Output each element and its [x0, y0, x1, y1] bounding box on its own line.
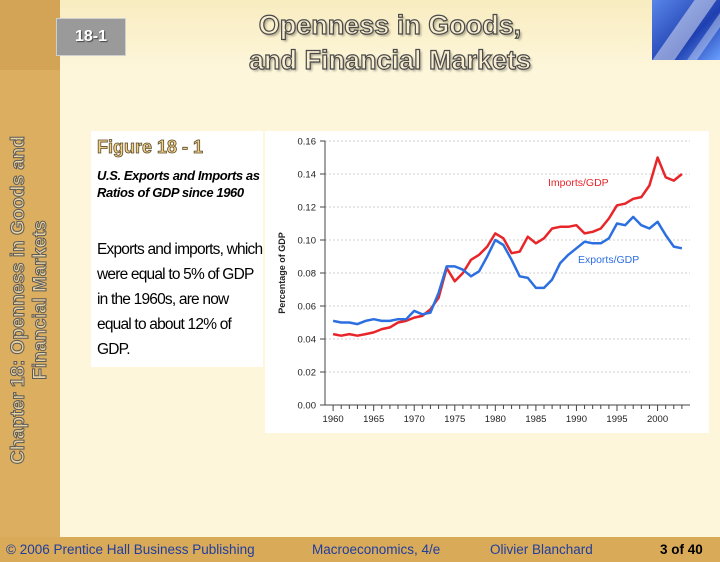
figure-subtitle: U.S. Exports and Imports as Ratios of GD…	[97, 168, 260, 200]
figure-description: Exports and imports, which were equal to…	[97, 241, 263, 358]
left-band	[0, 0, 60, 537]
y-tick-label: 0.06	[298, 302, 317, 313]
slide-title-line2: and Financial Markets	[248, 44, 532, 75]
decorative-square	[652, 0, 720, 60]
y-tick-label: 0.04	[298, 335, 317, 346]
x-tick-label: 1985	[525, 414, 546, 425]
chart-panel: 0.00 0.02 0.04 0.06 0.08 0.10 0.12 0.14 0.16 1960…	[265, 131, 709, 433]
x-tick-label: 1965	[363, 414, 384, 425]
y-tick-label: 0.10	[298, 236, 317, 247]
slide-title: Openness in Goods, and Financial Markets	[140, 8, 640, 78]
x-tick-label: 1995	[606, 414, 627, 425]
series-label-imports: Imports/GDP	[548, 177, 609, 189]
y-axis-label: Percentage of GDP	[277, 232, 287, 314]
series-line-exports	[332, 215, 683, 326]
x-tick-label: 1975	[444, 414, 465, 425]
x-tick-label: 1990	[566, 414, 587, 425]
footer: © 2006 Prentice Hall Business Publishing…	[0, 537, 720, 562]
y-tick-label: 0.02	[298, 368, 317, 379]
y-tick-label: 0.14	[298, 170, 317, 181]
x-tick-label: 2000	[647, 414, 668, 425]
corner-square	[0, 0, 60, 70]
slide-title-line1: Openness in Goods,	[258, 9, 522, 40]
footer-copyright: © 2006 Prentice Hall Business Publishing	[6, 542, 255, 557]
chapter-side-title-line2: Financial Markets	[30, 220, 52, 380]
line-chart: 0.00 0.02 0.04 0.06 0.08 0.10 0.12 0.14 0.16 1960…	[277, 137, 690, 425]
chapter-side-title-line1: Chapter 18: Openness in Goods and	[8, 135, 30, 465]
footer-author: Olivier Blanchard	[490, 542, 593, 557]
series-label-exports: Exports/GDP	[578, 254, 639, 266]
footer-book: Macroeconomics, 4/e	[312, 542, 441, 557]
y-tick-label: 0.16	[298, 137, 317, 148]
y-tick-label: 0.08	[298, 269, 317, 280]
y-tick-label: 0.12	[298, 203, 317, 214]
chapter-side-title: Chapter 18: Openness in Goods and Financ…	[8, 105, 52, 495]
series-line-imports	[332, 156, 683, 337]
figure-label: Figure 18 - 1	[97, 137, 204, 158]
figure-caption: Figure 18 - 1 U.S. Exports and Imports a…	[91, 131, 263, 367]
x-tick-label: 1980	[485, 414, 506, 425]
y-tick-label: 0.00	[298, 401, 317, 412]
x-tick-label: 1960	[323, 414, 344, 425]
slide-number: 18-1	[56, 18, 126, 56]
x-tick-label: 1970	[404, 414, 425, 425]
footer-page-number: 3 of 40	[660, 542, 703, 557]
